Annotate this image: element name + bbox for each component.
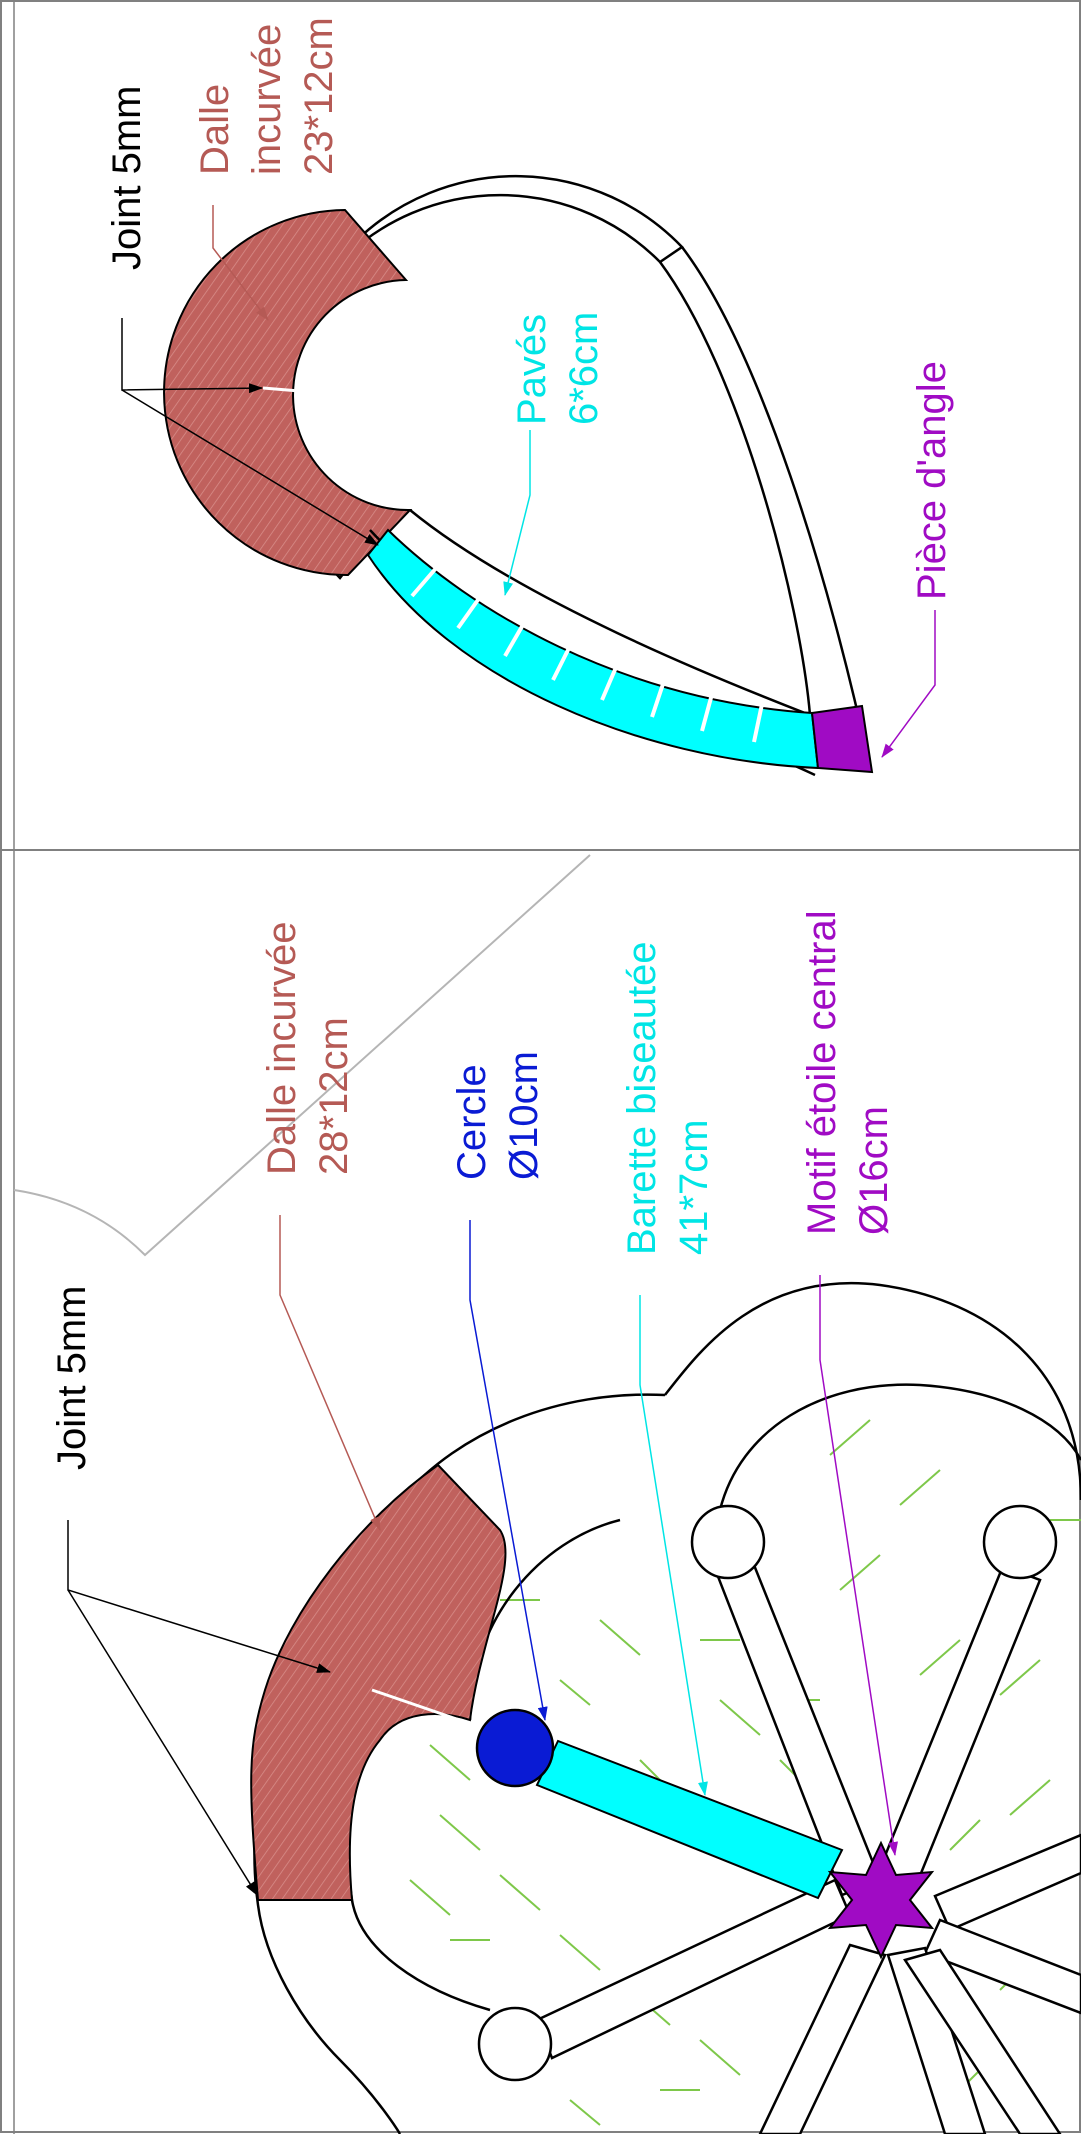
bar-down-3 bbox=[903, 1948, 1062, 2134]
bottom-star-label-1: Motif étoile central bbox=[800, 910, 844, 1235]
paver-joints-top bbox=[410, 565, 764, 743]
bottom-bar-label-2: 41*7cm bbox=[672, 1119, 716, 1255]
teardrop-inner-top bbox=[409, 509, 811, 717]
top-slab-label-3: 23*12cm bbox=[297, 17, 341, 175]
bottom-slab-label-1: Dalle incurvée bbox=[260, 922, 304, 1175]
curved-slab-top bbox=[163, 208, 413, 577]
blue-circle bbox=[475, 1708, 555, 1788]
teardrop-side-top bbox=[658, 246, 872, 769]
bottom-joint-label: Joint 5mm bbox=[50, 1286, 94, 1471]
slab-joint-top bbox=[262, 386, 361, 398]
bottom-bar-label-1: Barette biseautée bbox=[620, 941, 664, 1255]
top-panel: Joint 5mm Dalle incurvée 23*12cm Pavés 6… bbox=[105, 17, 954, 777]
paver-band-top bbox=[366, 528, 820, 770]
central-star bbox=[827, 1840, 935, 1960]
hatch-stroke bbox=[559, 1679, 591, 1706]
hatch-stroke bbox=[569, 2099, 601, 2126]
bottom-bar-leader bbox=[639, 1295, 708, 1796]
hatch-stroke bbox=[429, 1744, 471, 1781]
bottom-joint-leader-2 bbox=[67, 1589, 258, 1896]
bar-down-2 bbox=[886, 1946, 987, 2134]
top-corner-label: Pièce d'angle bbox=[910, 361, 954, 600]
curved-slab-bottom bbox=[250, 1463, 507, 1901]
inner-lobe-upper bbox=[718, 1383, 1081, 1511]
hatch-stroke bbox=[919, 1639, 961, 1676]
top-paver-label-1: Pavés bbox=[510, 314, 554, 425]
hatch-stroke bbox=[409, 1879, 451, 1916]
bar-down-1 bbox=[758, 1943, 887, 2134]
bottom-circle-label-2: Ø10cm bbox=[502, 1051, 546, 1180]
hatch-stroke bbox=[559, 1934, 601, 1971]
inner-lobe-lower bbox=[345, 1729, 491, 2012]
bars-group bbox=[535, 1558, 1081, 2134]
hatch-stroke bbox=[599, 1619, 641, 1656]
bar-right-2 bbox=[923, 1918, 1081, 2015]
circle-white-2 bbox=[982, 1504, 1058, 1580]
hatch-stroke bbox=[899, 1469, 941, 1506]
bottom-panel: Joint 5mm Dalle incurvée 28*12cm Cercle … bbox=[13, 854, 1081, 2134]
bottom-circle-leader bbox=[469, 1220, 548, 1721]
bottom-star-label-2: Ø16cm bbox=[852, 1106, 896, 1235]
background-arc bbox=[13, 854, 591, 1257]
hatch-stroke bbox=[999, 1659, 1041, 1696]
circle-white-3 bbox=[477, 2006, 553, 2082]
circle-white-1 bbox=[690, 1504, 766, 1580]
top-slab-label-2: incurvée bbox=[245, 24, 289, 175]
top-slab-leader bbox=[212, 205, 269, 321]
top-corner-leader bbox=[881, 610, 936, 758]
hatch-stroke bbox=[719, 1699, 761, 1736]
top-joint-leader-2 bbox=[121, 389, 379, 546]
bar-lower-left bbox=[535, 1878, 852, 2060]
top-joint-label: Joint 5mm bbox=[105, 86, 149, 271]
hatch-stroke bbox=[699, 2039, 741, 2076]
corner-piece-top bbox=[810, 704, 874, 774]
top-paver-label-2: 6*6cm bbox=[562, 312, 606, 425]
bottom-slab-label-2: 28*12cm bbox=[312, 1017, 356, 1175]
slab-joint-bottom bbox=[371, 1688, 475, 1727]
bottom-star-leader bbox=[819, 1275, 898, 1856]
hatch-stroke bbox=[829, 1419, 871, 1456]
bar-right-1 bbox=[933, 1833, 1081, 1932]
top-slab-label-1: Dalle bbox=[193, 84, 237, 175]
hatch-stroke bbox=[949, 1819, 981, 1851]
hatch-stroke bbox=[839, 1554, 881, 1591]
top-paver-leader bbox=[503, 430, 531, 596]
hatch-stroke bbox=[439, 1814, 481, 1851]
bottom-slab-leader bbox=[279, 1215, 381, 1531]
hatch-stroke bbox=[499, 1874, 541, 1911]
hatch-stroke bbox=[1009, 1779, 1051, 1816]
bottom-circle-label-1: Cercle bbox=[450, 1064, 494, 1180]
